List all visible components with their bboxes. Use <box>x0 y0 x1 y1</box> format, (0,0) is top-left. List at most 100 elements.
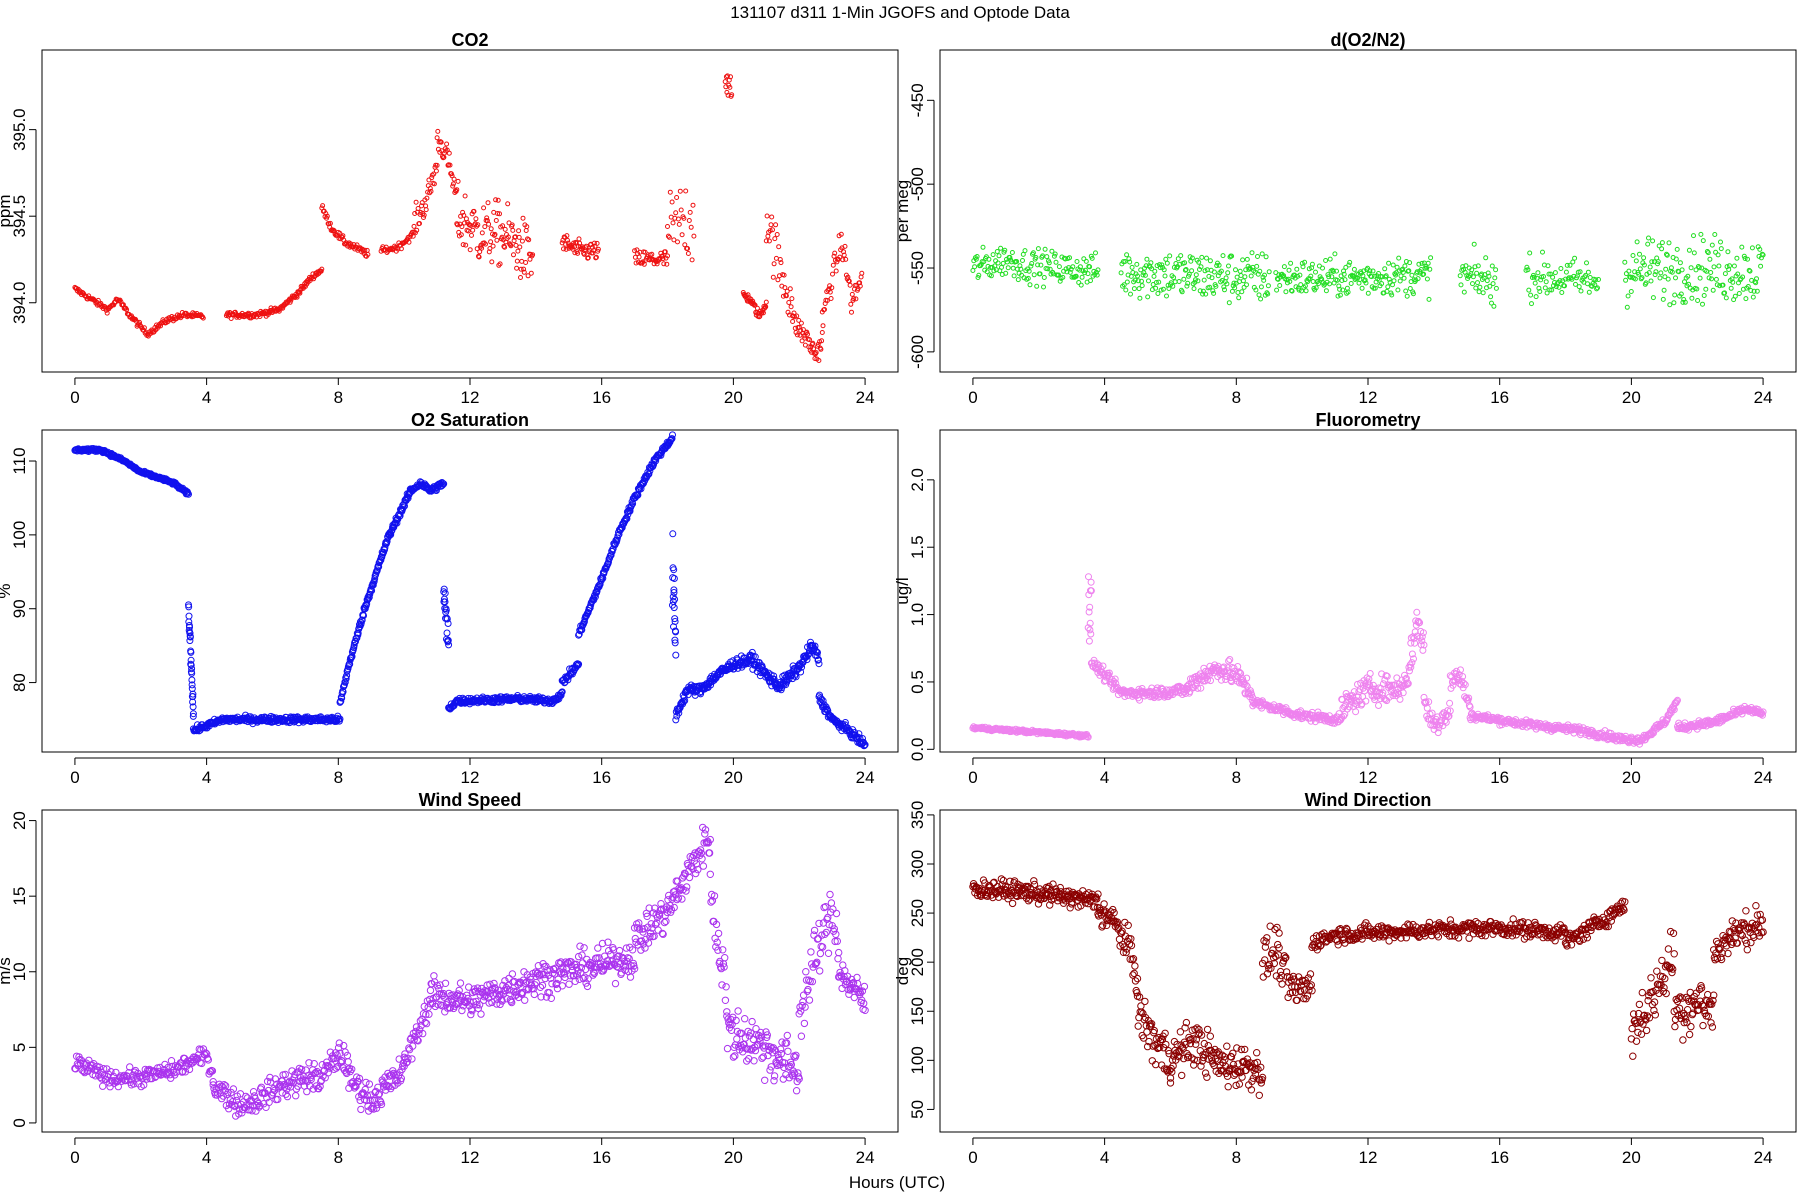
data-point <box>1011 273 1017 279</box>
data-point <box>1060 274 1066 280</box>
data-point <box>1686 247 1692 253</box>
data-point <box>688 224 694 230</box>
data-point <box>1669 269 1675 275</box>
data-point <box>1394 264 1400 270</box>
data-point <box>1029 261 1035 266</box>
data-point <box>775 277 781 283</box>
y-tick-label: 110 <box>10 447 29 474</box>
data-point <box>1396 695 1404 703</box>
data-point <box>986 256 992 262</box>
data-point <box>1259 251 1265 257</box>
data-point <box>189 712 197 720</box>
data-point <box>1255 254 1260 259</box>
data-point <box>1247 265 1253 271</box>
data-point <box>1703 286 1709 292</box>
data-point <box>829 285 835 291</box>
data-point <box>364 595 372 603</box>
y-tick-label: 394.5 <box>10 195 29 238</box>
data-point <box>1063 266 1069 272</box>
plot-frame <box>41 809 899 1133</box>
data-point <box>1089 255 1095 261</box>
y-axis-label: per meg <box>893 180 912 242</box>
data-point <box>615 530 623 538</box>
data-point <box>469 232 474 238</box>
data-point <box>561 246 566 252</box>
data-point <box>1057 278 1063 284</box>
data-point <box>1671 300 1677 306</box>
data-point <box>137 319 142 325</box>
y-axis-label: ug/l <box>893 577 912 604</box>
data-point <box>365 252 371 257</box>
series-points <box>970 231 1766 310</box>
data-point <box>1298 282 1304 288</box>
data-point <box>189 703 197 711</box>
data-point <box>1178 253 1184 259</box>
data-point <box>1129 264 1135 270</box>
data-point <box>1488 294 1494 300</box>
data-point <box>186 633 194 641</box>
data-point <box>1091 268 1097 274</box>
data-point <box>1139 283 1145 289</box>
data-point <box>1623 271 1629 277</box>
data-point <box>1051 253 1057 259</box>
data-point <box>361 605 369 613</box>
data-point <box>440 588 448 596</box>
data-point <box>1660 296 1666 302</box>
data-point <box>1327 281 1332 287</box>
data-point <box>1265 291 1271 297</box>
data-point <box>1403 288 1409 294</box>
data-point <box>427 185 433 191</box>
data-point <box>1533 294 1539 300</box>
data-point <box>1706 275 1712 281</box>
data-point <box>1428 255 1434 261</box>
data-point <box>770 274 776 280</box>
data-point <box>575 660 583 668</box>
data-point <box>975 275 981 280</box>
data-point <box>1137 295 1143 301</box>
y-tick-label: 394.0 <box>10 281 29 324</box>
data-point <box>1641 262 1647 268</box>
data-point <box>1525 267 1531 273</box>
data-point <box>1699 265 1705 271</box>
data-point <box>1723 295 1729 301</box>
data-point <box>1258 284 1264 290</box>
data-point <box>1198 264 1204 270</box>
data-point <box>434 162 440 168</box>
data-point <box>788 304 794 310</box>
data-point <box>373 566 381 574</box>
data-point <box>1334 268 1339 274</box>
data-point <box>1241 284 1247 290</box>
x-tick-label: 4 <box>202 768 211 787</box>
data-point <box>185 490 192 498</box>
data-point <box>729 92 735 98</box>
x-tick-label: 4 <box>1100 768 1109 787</box>
data-point <box>1740 274 1746 280</box>
data-point <box>431 181 437 187</box>
data-point <box>1140 272 1146 278</box>
data-point <box>1000 260 1006 266</box>
data-point <box>1402 263 1408 269</box>
data-point <box>1679 267 1685 273</box>
data-point <box>1708 270 1714 275</box>
chart-title: Wind Speed <box>419 790 522 810</box>
data-point <box>1471 241 1477 247</box>
data-point <box>1705 250 1711 256</box>
data-point <box>1527 250 1533 256</box>
data-point <box>1302 283 1308 289</box>
data-point <box>811 346 816 352</box>
data-point <box>1149 266 1155 272</box>
data-point <box>1128 291 1133 297</box>
data-point <box>319 266 325 272</box>
data-point <box>1710 287 1716 293</box>
data-point <box>1308 273 1314 279</box>
data-point <box>1393 272 1399 278</box>
data-point <box>782 285 788 291</box>
data-point <box>665 253 670 259</box>
data-point <box>1093 250 1098 256</box>
data-point <box>1652 272 1658 278</box>
data-point <box>1073 273 1079 279</box>
data-point <box>780 293 786 299</box>
data-point <box>1709 276 1714 282</box>
data-point <box>1563 269 1569 275</box>
